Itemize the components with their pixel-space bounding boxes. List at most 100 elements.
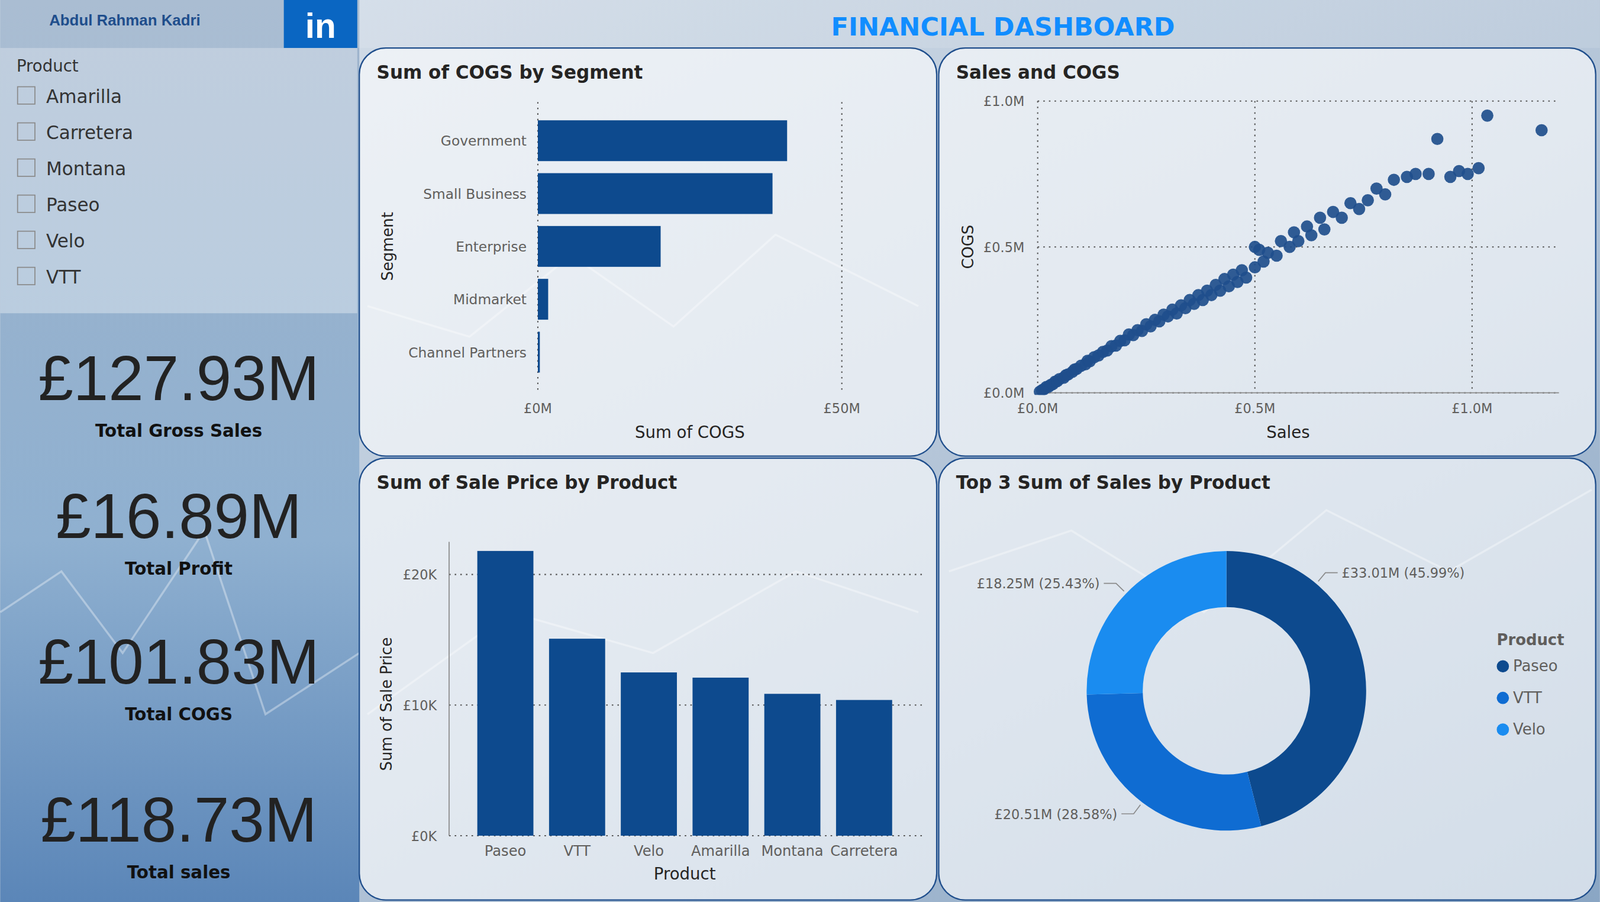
panel (359, 47, 937, 457)
grid-line (1037, 100, 1560, 102)
tick-label: £0K (411, 828, 438, 844)
panel (938, 457, 1596, 900)
point (1472, 162, 1485, 175)
panel (938, 47, 1596, 457)
category-label: Velo (633, 842, 664, 860)
tick-label: £0.0M (983, 385, 1025, 401)
point (1361, 194, 1374, 207)
point (1270, 249, 1283, 263)
axis-label: Sum of COGS (634, 422, 745, 443)
point (1422, 168, 1435, 181)
leader-line (1103, 583, 1124, 592)
header-bg (0, 0, 1600, 48)
point (1305, 228, 1318, 242)
chart-title: Sales and COGS (956, 61, 1121, 83)
leader-line (1121, 804, 1141, 814)
tick-label: £1.0M (983, 93, 1025, 109)
category-label: Channel Partners (408, 344, 527, 361)
kpi-value: £16.89M (55, 480, 302, 552)
checkbox[interactable] (17, 231, 35, 249)
point (1431, 132, 1444, 145)
category-label: Paseo (484, 842, 527, 860)
bar (537, 120, 787, 161)
axis-label: COGS (959, 224, 977, 270)
kpi-label: Total COGS (124, 704, 233, 725)
checkbox[interactable] (17, 86, 35, 105)
axis-label: Segment (378, 211, 397, 281)
kpi-label: Total sales (127, 862, 231, 883)
tick-label: £20K (402, 566, 438, 583)
logo-box (284, 0, 358, 48)
category-label: Small Business (423, 185, 527, 202)
slicer-item[interactable]: Velo (46, 230, 85, 252)
bar (537, 278, 548, 320)
tick-label: £0.5M (1234, 400, 1276, 416)
point (1353, 202, 1366, 216)
plot-area (477, 550, 893, 836)
slicer-bg (0, 47, 357, 314)
data-label: £33.01M (45.99%) (1342, 565, 1466, 581)
legend-marker (1496, 723, 1509, 736)
bar (537, 173, 773, 215)
point (1292, 234, 1305, 248)
decoration (0, 530, 360, 714)
leader-line (1318, 572, 1338, 582)
slicer-item[interactable]: Carretera (46, 121, 134, 144)
slicer-item[interactable]: Montana (46, 157, 127, 180)
grid-line (1037, 392, 1560, 394)
plot-area (537, 120, 787, 373)
checkbox[interactable] (17, 123, 35, 141)
legend-marker (1496, 659, 1509, 673)
tick-label: £10K (402, 697, 438, 714)
slicer-item[interactable]: Amarilla (46, 85, 122, 108)
background (0, 0, 1600, 902)
plot-area (1033, 109, 1548, 395)
chart-title: Sum of COGS by Segment (376, 61, 644, 83)
category-label: Montana (760, 842, 824, 860)
dashboard: Abdul Rahman KadriinFINANCIAL DASHBOARDP… (0, 0, 1600, 902)
category-label: Enterprise (455, 238, 527, 255)
bar (692, 677, 749, 836)
bar (537, 226, 661, 267)
point (1409, 168, 1422, 181)
axis-label: Product (653, 863, 716, 884)
left-column (0, 0, 360, 902)
category-label: Midmarket (453, 291, 527, 308)
axis-line (448, 541, 450, 836)
bar (764, 693, 821, 836)
bar (537, 331, 540, 373)
bar (477, 550, 534, 836)
tick-label: £0.0M (1017, 400, 1058, 416)
author: Abdul Rahman Kadri (49, 11, 201, 29)
slicer-item[interactable]: VTT (46, 266, 82, 288)
point (1481, 109, 1494, 122)
tick-label: £1.0M (1451, 400, 1493, 416)
point (1240, 271, 1253, 285)
legend-title: Product (1496, 630, 1564, 649)
slicer-title: Product (16, 56, 79, 76)
bar (836, 700, 893, 836)
checkbox[interactable] (17, 159, 35, 177)
point (1535, 124, 1548, 137)
chart-title: Top 3 Sum of Sales by Product (956, 471, 1271, 493)
kpi-label: Total Gross Sales (95, 420, 263, 441)
checkbox[interactable] (17, 267, 35, 285)
grid-line (1471, 101, 1473, 393)
category-label: Carretera (830, 842, 898, 860)
tick-label: £0.5M (983, 239, 1025, 256)
point (1335, 211, 1348, 225)
chart-title: Sum of Sale Price by Product (376, 471, 678, 493)
slicer-item[interactable]: Paseo (46, 194, 100, 216)
tick-label: £0M (523, 400, 553, 416)
data-label: £20.51M (28.58%) (994, 806, 1118, 822)
slice (1086, 550, 1227, 695)
legend-label: Paseo (1513, 656, 1558, 675)
point (1318, 223, 1331, 236)
category-label: VTT (563, 842, 592, 860)
checkbox[interactable] (17, 195, 35, 213)
kpi-value: £118.73M (40, 784, 317, 856)
category-label: Amarilla (691, 842, 751, 860)
point (1379, 188, 1392, 201)
axis-label: Sales (1266, 422, 1310, 443)
kpi-value: £101.83M (37, 626, 319, 698)
